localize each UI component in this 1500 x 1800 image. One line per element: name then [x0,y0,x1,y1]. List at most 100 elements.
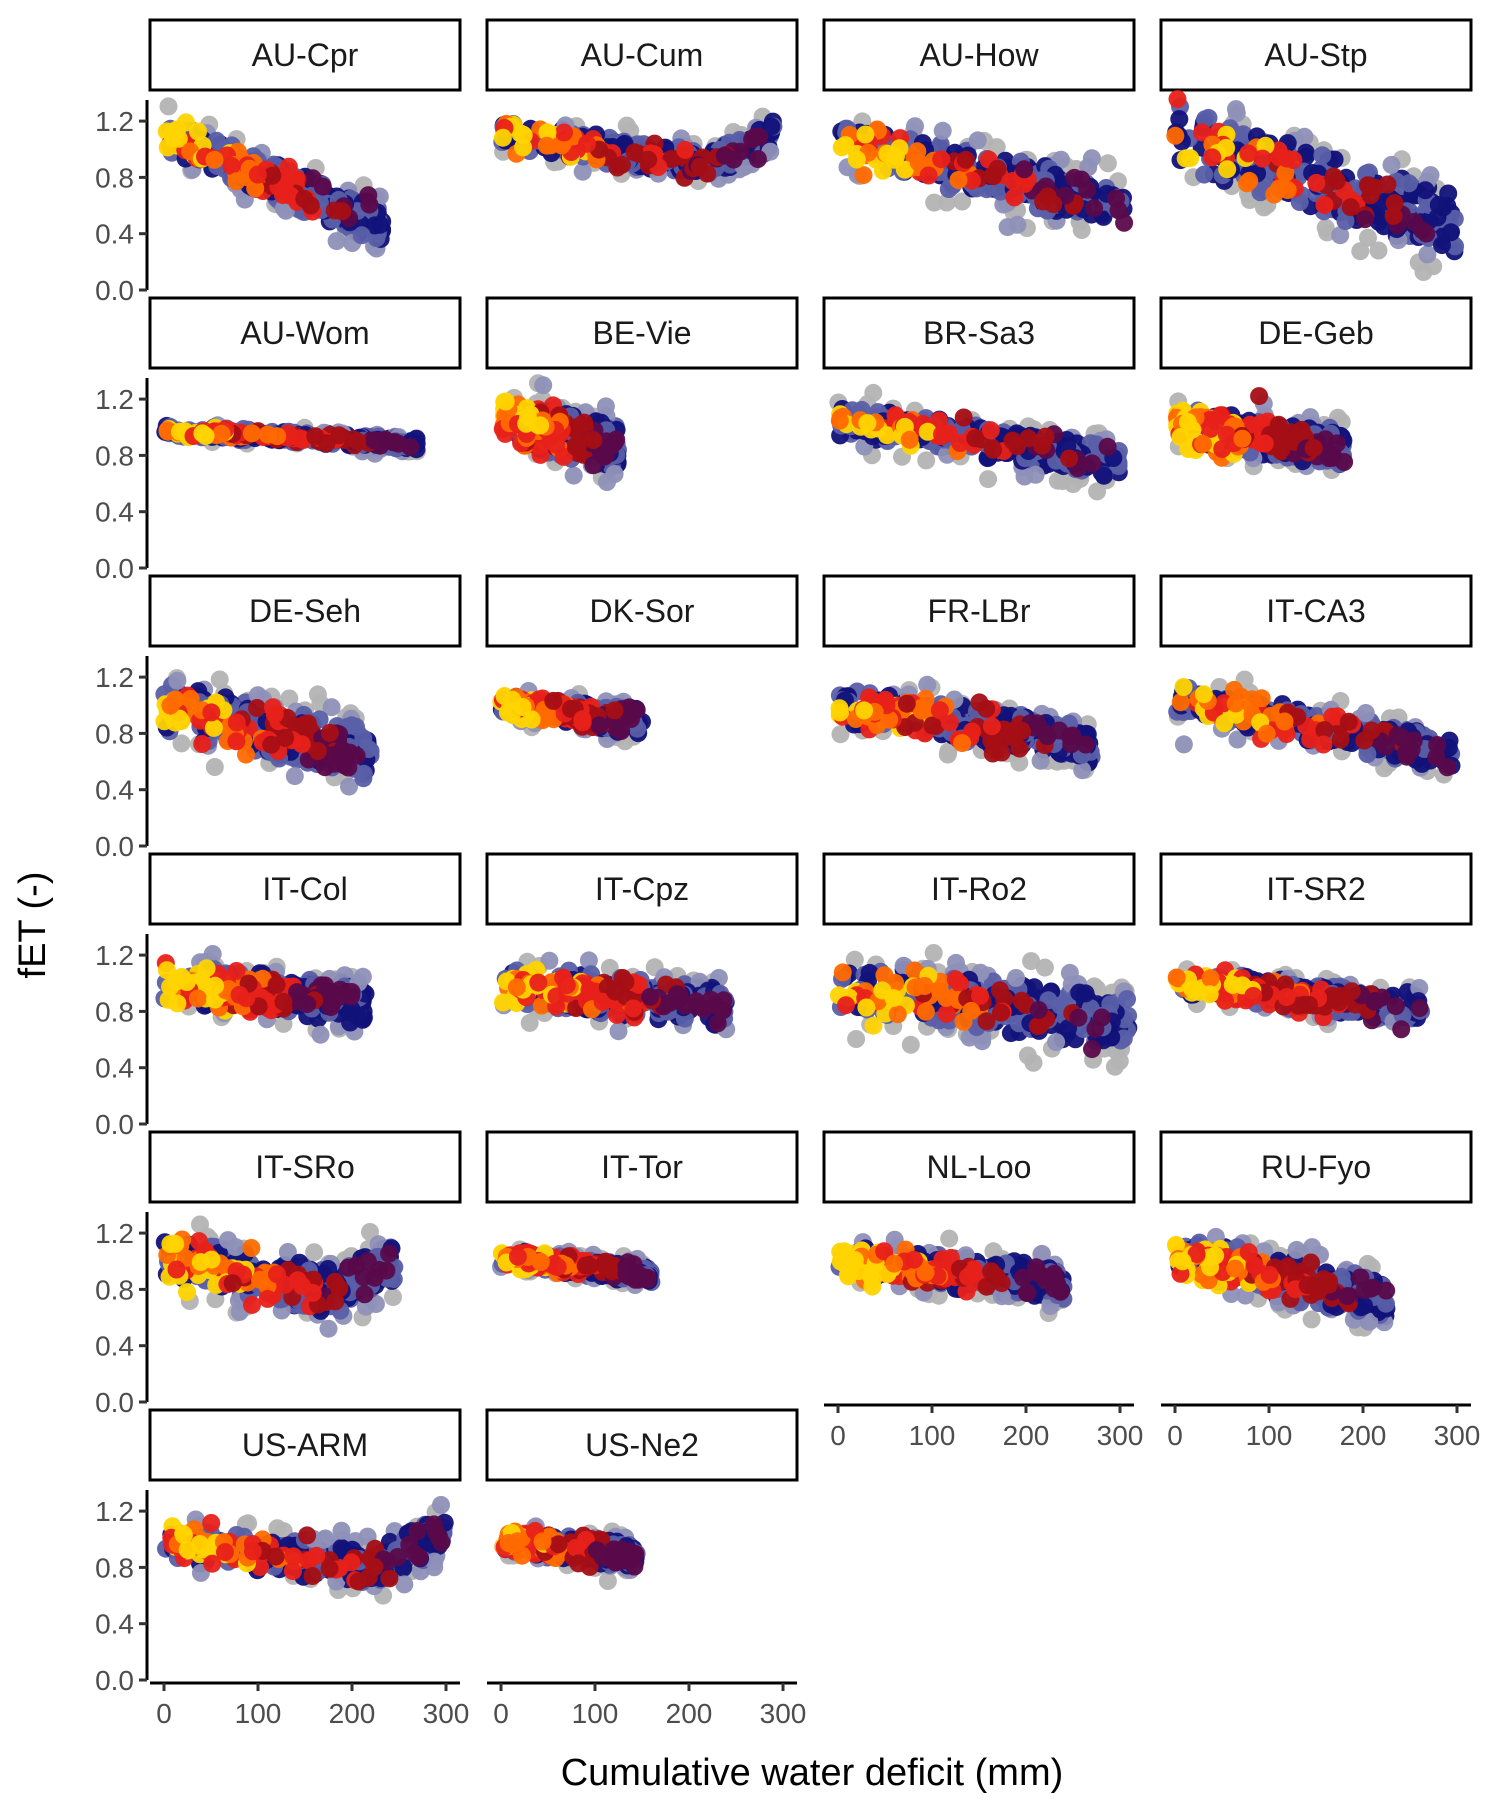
data-point [1217,138,1236,157]
data-point [1416,181,1435,200]
y-tick-label: 0.4 [95,775,134,806]
data-point [954,408,973,427]
data-point [962,171,981,190]
data-point [1035,958,1054,977]
data-point [971,986,990,1005]
data-point [1073,761,1092,780]
data-point [534,376,553,395]
points [1166,90,1465,281]
data-point [507,978,526,997]
facet-panel-de-geb: DE-Geb [1159,296,1473,480]
data-point [1341,198,1360,217]
facet-strip-label: BE-Vie [592,315,691,351]
data-point [1331,730,1350,749]
data-point [998,218,1017,237]
data-point [1382,155,1401,174]
data-point [901,1035,920,1054]
data-point [230,985,249,1004]
data-point [915,977,934,995]
y-tick-label: 0.0 [95,275,134,306]
data-point [1213,439,1232,458]
data-point [1174,678,1193,696]
data-point [1284,151,1303,169]
data-point [197,959,216,978]
data-point [590,716,609,735]
facet-strip [1159,296,1473,370]
data-point [966,429,985,448]
data-point [1385,194,1404,213]
data-point [951,434,970,452]
data-point [924,944,943,962]
data-point [1060,449,1079,468]
data-point [168,994,187,1013]
data-point [227,713,246,732]
facet-strip [148,574,462,648]
points [157,97,392,258]
data-point [750,127,769,146]
data-point [917,451,936,470]
data-point [352,226,371,245]
data-point [1445,209,1464,228]
facet-strip [822,18,1136,92]
data-point [1098,154,1117,173]
data-point [1441,223,1460,242]
y-tick-label: 0.0 [95,1109,134,1140]
data-point [1168,90,1187,109]
facet-strip [1159,18,1473,92]
y-tick-label: 0.4 [95,219,134,250]
data-point [212,424,231,443]
data-point [1413,221,1432,240]
data-point [1083,1040,1101,1059]
data-point [265,705,284,724]
data-point [522,710,541,729]
data-point [1339,712,1358,731]
data-point [1061,727,1079,746]
data-point [607,430,626,449]
data-point [1369,241,1388,260]
data-point [1226,694,1245,713]
data-point [897,694,916,713]
data-point [1085,199,1104,218]
facet-strip-label: IT-Ro2 [931,871,1027,907]
data-point [1037,725,1056,744]
y-tick-label: 0.8 [95,718,134,749]
data-point [1307,173,1326,192]
data-point [1088,482,1107,501]
data-point [557,976,576,995]
data-point [676,140,695,159]
points [155,945,375,1044]
data-point [159,97,178,116]
facet-strip [485,18,799,92]
data-point [1218,160,1237,179]
facet-strip [148,18,462,92]
y-tick-label: 0.4 [95,497,134,528]
data-point [864,383,883,402]
data-point [596,397,615,416]
data-point [1257,724,1276,743]
data-point [316,976,335,995]
data-point [333,202,352,221]
data-point [531,416,550,435]
data-point [573,162,592,181]
y-tick-label: 0.8 [95,162,134,193]
data-point [267,975,286,994]
data-point [188,989,207,1008]
data-point [1193,123,1212,142]
data-point [639,150,658,169]
data-point [205,758,224,776]
data-point [1276,164,1295,182]
data-point [837,996,855,1015]
data-point [1069,1008,1088,1027]
data-point [248,699,266,717]
data-point [313,177,332,196]
data-point [1253,149,1272,168]
data-point [1203,148,1222,167]
points [830,675,1101,780]
facet-strip-label: AU-Cum [581,37,704,73]
data-point [1233,429,1252,448]
data-point [207,131,226,150]
facet-panel-au-cum: AU-Cum [485,18,799,190]
facet-strip-label: IT-SR2 [1266,871,1366,907]
